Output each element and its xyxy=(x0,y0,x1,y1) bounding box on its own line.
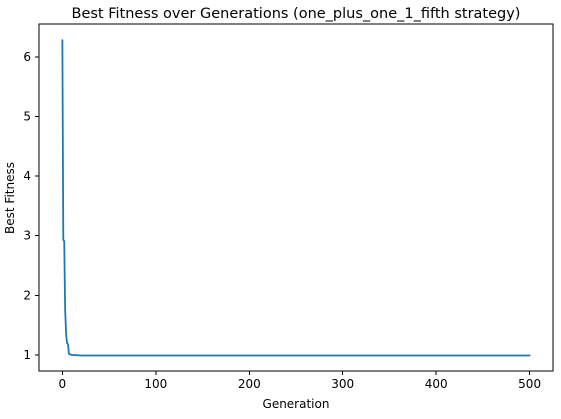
x-axis-ticks: 0 100 200 300 400 500 xyxy=(59,371,541,391)
y-tick-label: 5 xyxy=(23,109,31,123)
y-tick-label: 6 xyxy=(23,50,31,64)
y-tick-label: 3 xyxy=(23,229,31,243)
y-tick-label: 1 xyxy=(23,348,31,362)
x-axis-label: Generation xyxy=(263,397,330,411)
y-tick-label: 4 xyxy=(23,169,31,183)
x-tick-label: 400 xyxy=(425,377,448,391)
fitness-series-line xyxy=(61,39,531,357)
y-tick-label: 2 xyxy=(23,288,31,302)
y-axis-ticks: 1 2 3 4 5 6 xyxy=(23,50,39,362)
x-tick-label: 200 xyxy=(238,377,261,391)
plot-area-frame xyxy=(38,23,554,372)
series-group xyxy=(61,39,531,357)
y-axis-label: Best Fitness xyxy=(3,162,17,234)
x-tick-label: 0 xyxy=(59,377,67,391)
x-tick-label: 100 xyxy=(144,377,167,391)
x-tick-label: 500 xyxy=(518,377,541,391)
x-tick-label: 300 xyxy=(331,377,354,391)
chart-title: Best Fitness over Generations (one_plus_… xyxy=(72,6,521,22)
